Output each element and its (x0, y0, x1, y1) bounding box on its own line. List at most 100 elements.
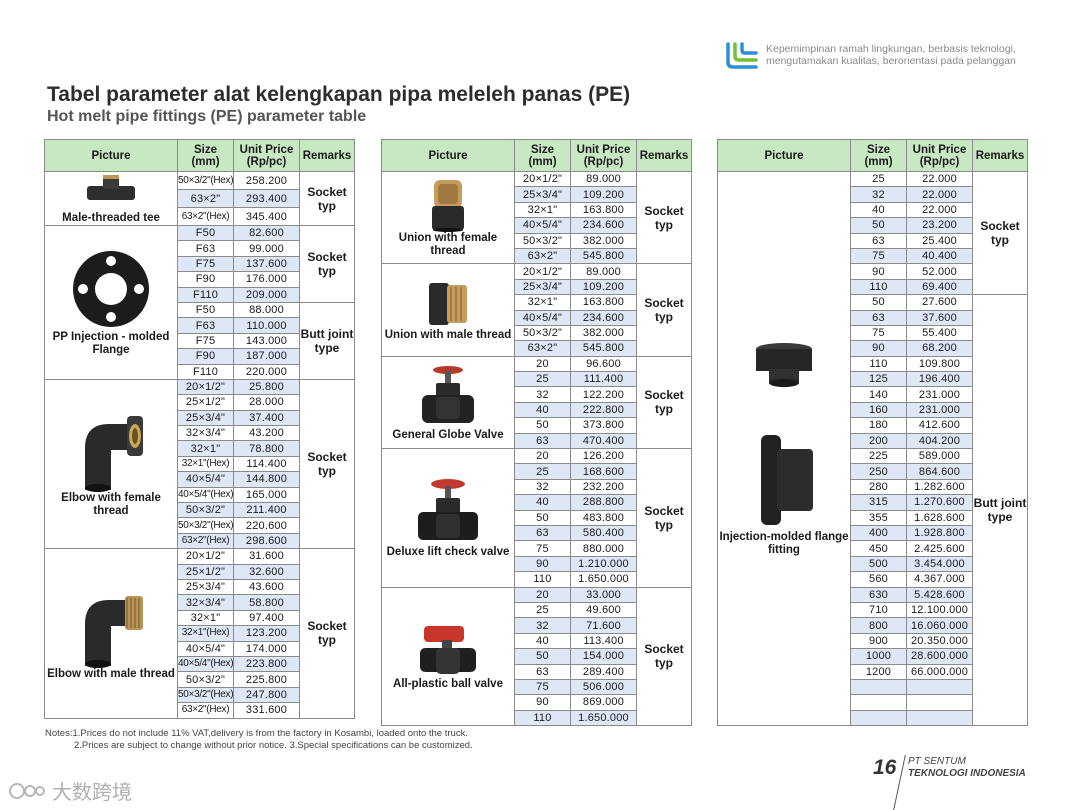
size-cell: 50×3/2"(Hex) (177, 171, 234, 190)
size-cell: 250 (850, 463, 907, 480)
size-cell: 25×3/4" (514, 278, 571, 296)
size-cell: F90 (177, 348, 234, 365)
size-cell: 25 (514, 371, 571, 388)
table-row: 40×5/4" 234.600 (382, 309, 692, 326)
size-cell: F110 (177, 286, 234, 303)
price-cell: 345.400 (233, 207, 300, 226)
size-cell: F110 (177, 363, 234, 380)
table-row: 50×3/2" 211.400 (45, 502, 355, 519)
size-cell: 110 (514, 571, 571, 588)
price-cell: 1.270.600 (906, 494, 973, 511)
price-header-line-2: (Rp/pc) (246, 155, 287, 168)
remarks-cell: Socket typ (299, 548, 355, 719)
watermark-logo-icon (9, 782, 45, 799)
size-cell: 50×3/2" (177, 671, 234, 688)
product-name: Union with male thread (384, 328, 512, 341)
price-cell: 58.800 (233, 594, 300, 611)
table-row: Deluxe lift check valve 20 126.200 Socket t… (381, 448, 692, 588)
product-name: Injection-molded flange fitting (719, 530, 849, 556)
price-cell: 864.600 (906, 463, 973, 480)
price-cell: 220.000 (233, 363, 300, 380)
table-row: 63×2" 545.800 (382, 340, 692, 357)
watermark-text: 大数跨境 (52, 782, 132, 804)
price-cell: 163.800 (570, 294, 637, 311)
product-picture-cell: Elbow with male thread (44, 548, 178, 719)
price-cell: 289.400 (570, 663, 637, 680)
table-row: 50 154.000 (382, 648, 692, 665)
table-row: 40 222.800 (382, 401, 692, 419)
size-cell: 63×2" (514, 247, 571, 265)
size-cell: 110 (514, 709, 571, 727)
size-cell: F50 (177, 301, 234, 319)
remarks-cell: Socket typ (299, 171, 355, 226)
table-row: 110 1.650.000 (382, 709, 692, 727)
size-cell: 500 (850, 555, 907, 573)
price-cell: 1.628.600 (906, 509, 973, 526)
remarks-cell: Socket typ (299, 225, 355, 303)
col-header-remarks: Remarks (299, 139, 355, 172)
table-row: 32×1" 163.800 (382, 294, 692, 311)
table-row: 50×3/2" 382.000 (382, 324, 692, 342)
size-cell: 32×1" (177, 440, 234, 457)
company-name-line-1: PT SENTUM (908, 756, 966, 767)
price-cell: 31.600 (233, 548, 300, 565)
table-row: 40 113.400 (382, 632, 692, 650)
table-row: 50 27.600 Butt joint type (718, 294, 1028, 727)
price-cell: 69.400 (906, 278, 973, 296)
table-row: 32×1" 163.800 (382, 201, 692, 219)
size-cell: 20×1/2" (177, 378, 234, 396)
price-cell: 12.100.000 (906, 601, 973, 619)
price-cell: 211.400 (233, 502, 300, 519)
price-cell: 40.400 (906, 247, 973, 265)
size-cell: 50 (850, 217, 907, 234)
table-row: 25 168.600 (382, 463, 692, 480)
table-row: 50 373.800 (382, 417, 692, 434)
size-cell: 32 (514, 617, 571, 634)
size-cell: 40 (514, 632, 571, 650)
price-cell: 168.600 (570, 463, 637, 480)
size-cell: 25×3/4" (177, 409, 234, 427)
table-row: 40×5/4"(Hex) 165.000 (45, 486, 355, 504)
size-cell: 40×5/4"(Hex) (177, 655, 234, 673)
table-row: 63×2" 545.800 (382, 247, 692, 265)
price-cell: 43.600 (233, 578, 300, 596)
table-row: 110 69.400 (718, 278, 1028, 296)
table-row: Male-threaded tee 50×3/2"(Hex) 258.200 Sock… (44, 171, 355, 226)
col-header-picture: Picture (44, 139, 178, 172)
price-cell: 404.200 (906, 432, 973, 450)
price-cell: 25.400 (906, 232, 973, 249)
footer-notes: Notes:1.Prices do not include 11% VAT,de… (45, 728, 473, 752)
table-row: F110 209.000 (45, 286, 355, 303)
price-cell: 231.000 (906, 401, 973, 419)
size-cell: 180 (850, 417, 907, 434)
price-cell: 231.000 (906, 386, 973, 403)
price-header-line-1: Unit Price (912, 143, 967, 156)
table-row: 25×3/4" 43.600 (45, 578, 355, 596)
product-picture-cell: PP Injection - molded Flange (44, 225, 178, 380)
table-row: 90 52.000 (718, 263, 1028, 280)
size-cell: 75 (850, 324, 907, 342)
price-cell: 88.000 (233, 301, 300, 319)
price-cell: 89.000 (570, 263, 637, 280)
price-header-line-1: Unit Price (576, 143, 631, 156)
price-cell: 176.000 (233, 271, 300, 288)
table-row: Injection-molded flange fitting 25 22.000 S… (717, 170, 1028, 727)
col-header-remarks: Remarks (972, 139, 1028, 172)
price-cell: 99.000 (233, 240, 300, 257)
product-name: All-plastic ball valve (393, 677, 503, 690)
table-row (718, 694, 1028, 711)
union-male-icon (425, 279, 471, 329)
price-cell: 37.400 (233, 409, 300, 427)
col-header-size: Size (mm) (850, 139, 907, 172)
price-cell: 22.000 (906, 186, 973, 203)
size-cell: 40×5/4" (514, 309, 571, 326)
table-row: 63 289.400 (382, 663, 692, 680)
size-cell: 25×3/4" (514, 186, 571, 203)
size-cell: 40 (850, 201, 907, 219)
price-table-2: Picture Size (mm) Unit Price (Rp/pc) Remarks U… (381, 139, 692, 727)
price-cell: 52.000 (906, 263, 973, 280)
remarks-cell: Socket typ (636, 170, 692, 265)
table-row: F63 110.000 (45, 317, 355, 334)
price-cell: 137.600 (233, 255, 300, 273)
table-row: 90 68.200 (718, 340, 1028, 357)
